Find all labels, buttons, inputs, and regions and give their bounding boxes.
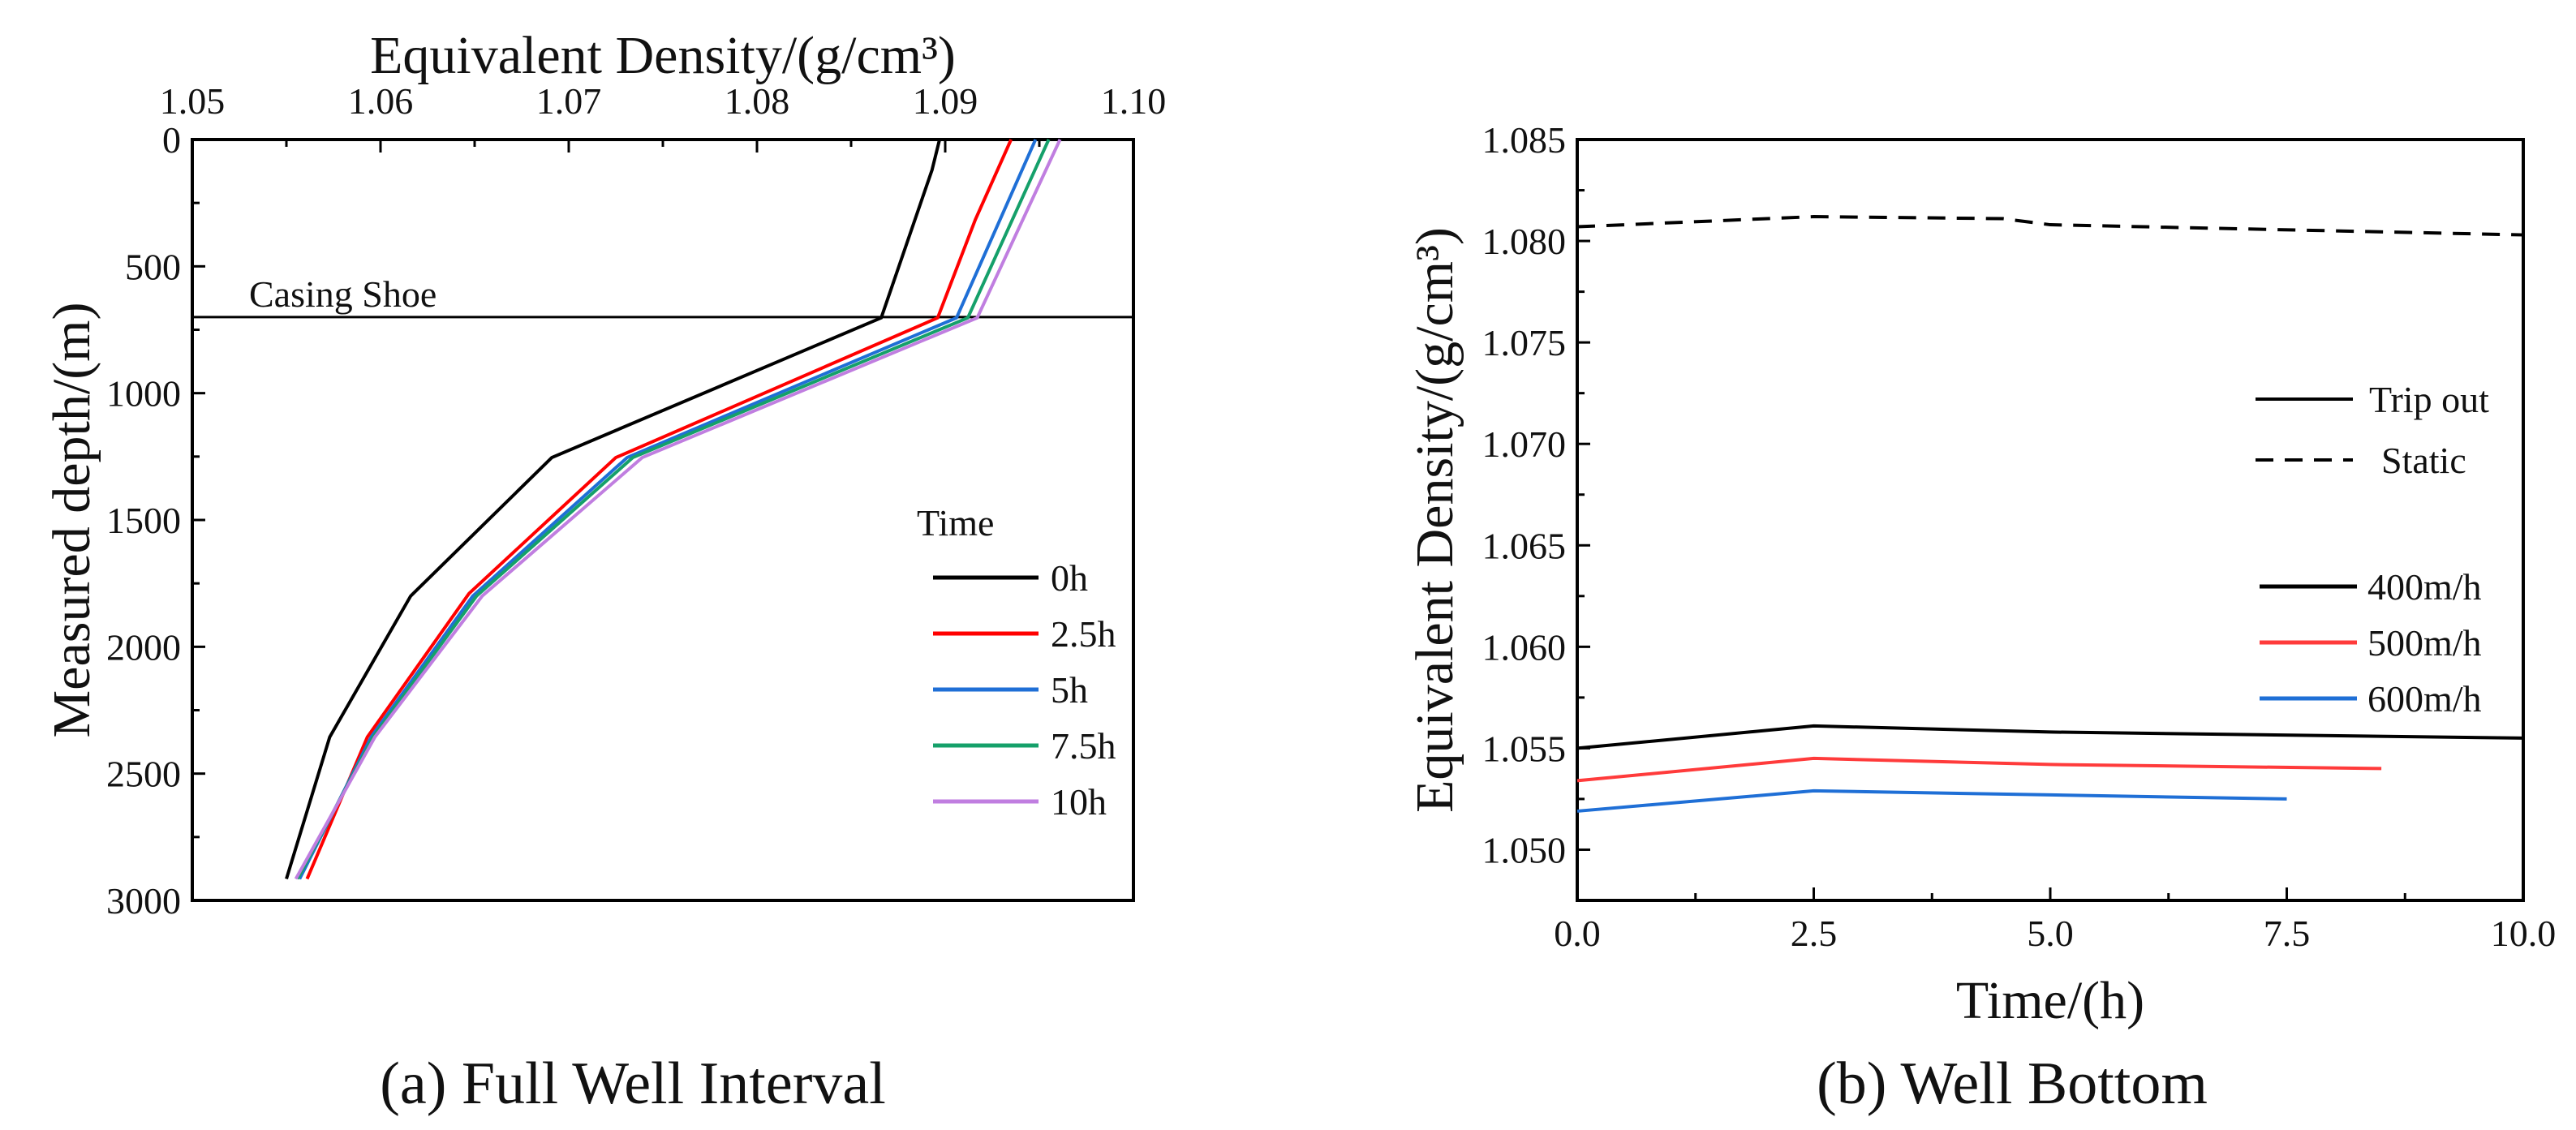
y-tick-label: 1500 [106, 500, 181, 541]
series-line-10h [294, 139, 1062, 880]
series-line-2.5h [305, 139, 1013, 880]
legend-label: 500m/h [2367, 622, 2482, 664]
series-line-400m/h [1576, 724, 2524, 750]
chart-full-well-interval: Equivalent Density/(g/cm³) Measured dept… [42, 26, 1166, 1117]
series-line-500m/h [1576, 756, 2382, 783]
chart-well-bottom: Time/(h) Equivalent Density/(g/cm³) (b) … [1405, 119, 2556, 1117]
x-tick-label: 10.0 [2491, 913, 2557, 954]
x-tick-label: 1.09 [913, 80, 978, 122]
series-line-Static [1576, 215, 2524, 237]
series-line-600m/h [1576, 788, 2287, 813]
legend-label: 400m/h [2367, 566, 2482, 608]
casing-shoe-label: Casing Shoe [249, 273, 437, 315]
y-tick-label: 1.065 [1482, 525, 1567, 566]
y-tick-label: 500 [125, 246, 181, 287]
y-tick-label: 1.060 [1482, 626, 1567, 668]
x-axis-title: Equivalent Density/(g/cm³) [370, 26, 956, 85]
y-axis-title: Equivalent Density/(g/cm³) [1405, 227, 1464, 813]
series-line-0h [285, 139, 941, 880]
y-tick-label: 1.050 [1482, 829, 1567, 870]
legend-title: Time [917, 502, 994, 544]
legend-label: Trip out [2369, 379, 2489, 420]
legend-label: 10h [1051, 781, 1107, 823]
y-tick-label: 1.075 [1482, 322, 1567, 363]
x-tick-label: 2.5 [1791, 913, 1838, 954]
x-tick-label: 1.08 [725, 80, 790, 122]
x-tick-label: 1.06 [348, 80, 414, 122]
x-tick-label: 1.07 [536, 80, 602, 122]
x-tick-label: 1.10 [1101, 80, 1167, 122]
y-tick-label: 1.070 [1482, 423, 1567, 465]
caption-b: (b) Well Bottom [1817, 1051, 2208, 1117]
legend-label: 2.5h [1051, 613, 1116, 655]
y-tick-label: 1.085 [1482, 119, 1567, 161]
x-tick-label: 1.05 [160, 80, 226, 122]
y-tick-label: 0 [162, 119, 181, 161]
legend-label: 0h [1051, 557, 1088, 599]
legend-label: 5h [1051, 669, 1088, 711]
y-tick-label: 1000 [106, 373, 181, 415]
y-tick-label: 2000 [106, 626, 181, 668]
plot-frame [1576, 138, 2525, 902]
y-tick-label: 2500 [106, 754, 181, 795]
y-tick-label: 3000 [106, 880, 181, 922]
x-tick-label: 0.0 [1554, 913, 1601, 954]
x-tick-label: 7.5 [2264, 913, 2311, 954]
x-tick-label: 5.0 [2027, 913, 2074, 954]
legend-label: 600m/h [2367, 678, 2482, 720]
y-axis-title: Measured depth/(m) [42, 303, 101, 738]
y-tick-label: 1.055 [1482, 728, 1567, 769]
caption-a: (a) Full Well Interval [380, 1051, 886, 1117]
legend-label: 7.5h [1051, 725, 1116, 767]
legend-label: Static [2381, 440, 2466, 481]
y-tick-label: 1.080 [1482, 221, 1567, 262]
x-axis-title: Time/(h) [1956, 971, 2144, 1030]
